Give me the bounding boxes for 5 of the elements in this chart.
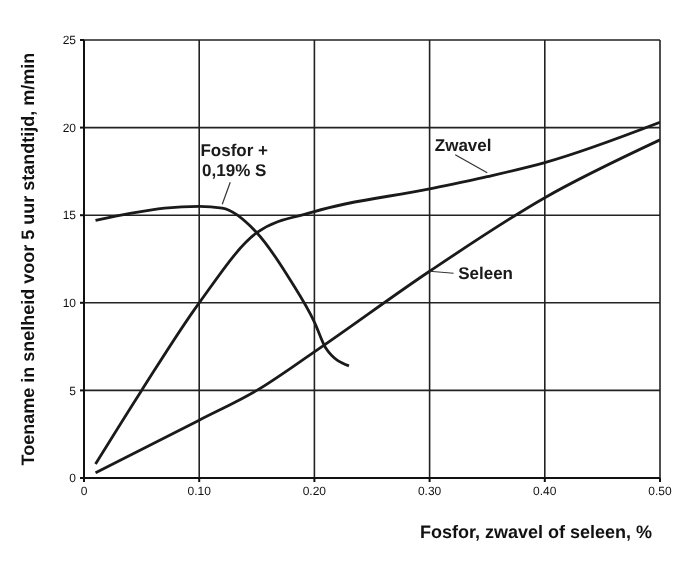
series-label: Seleen	[458, 263, 514, 284]
y-axis-title: Toename in snelheid voor 5 uur standtijd, m/min	[18, 52, 39, 466]
x-axis-title: Fosfor, zwavel of seleen, %	[419, 522, 652, 542]
series-label: Zwavel	[434, 134, 492, 155]
series-label: Fosfor + 0,19% S	[200, 140, 269, 181]
